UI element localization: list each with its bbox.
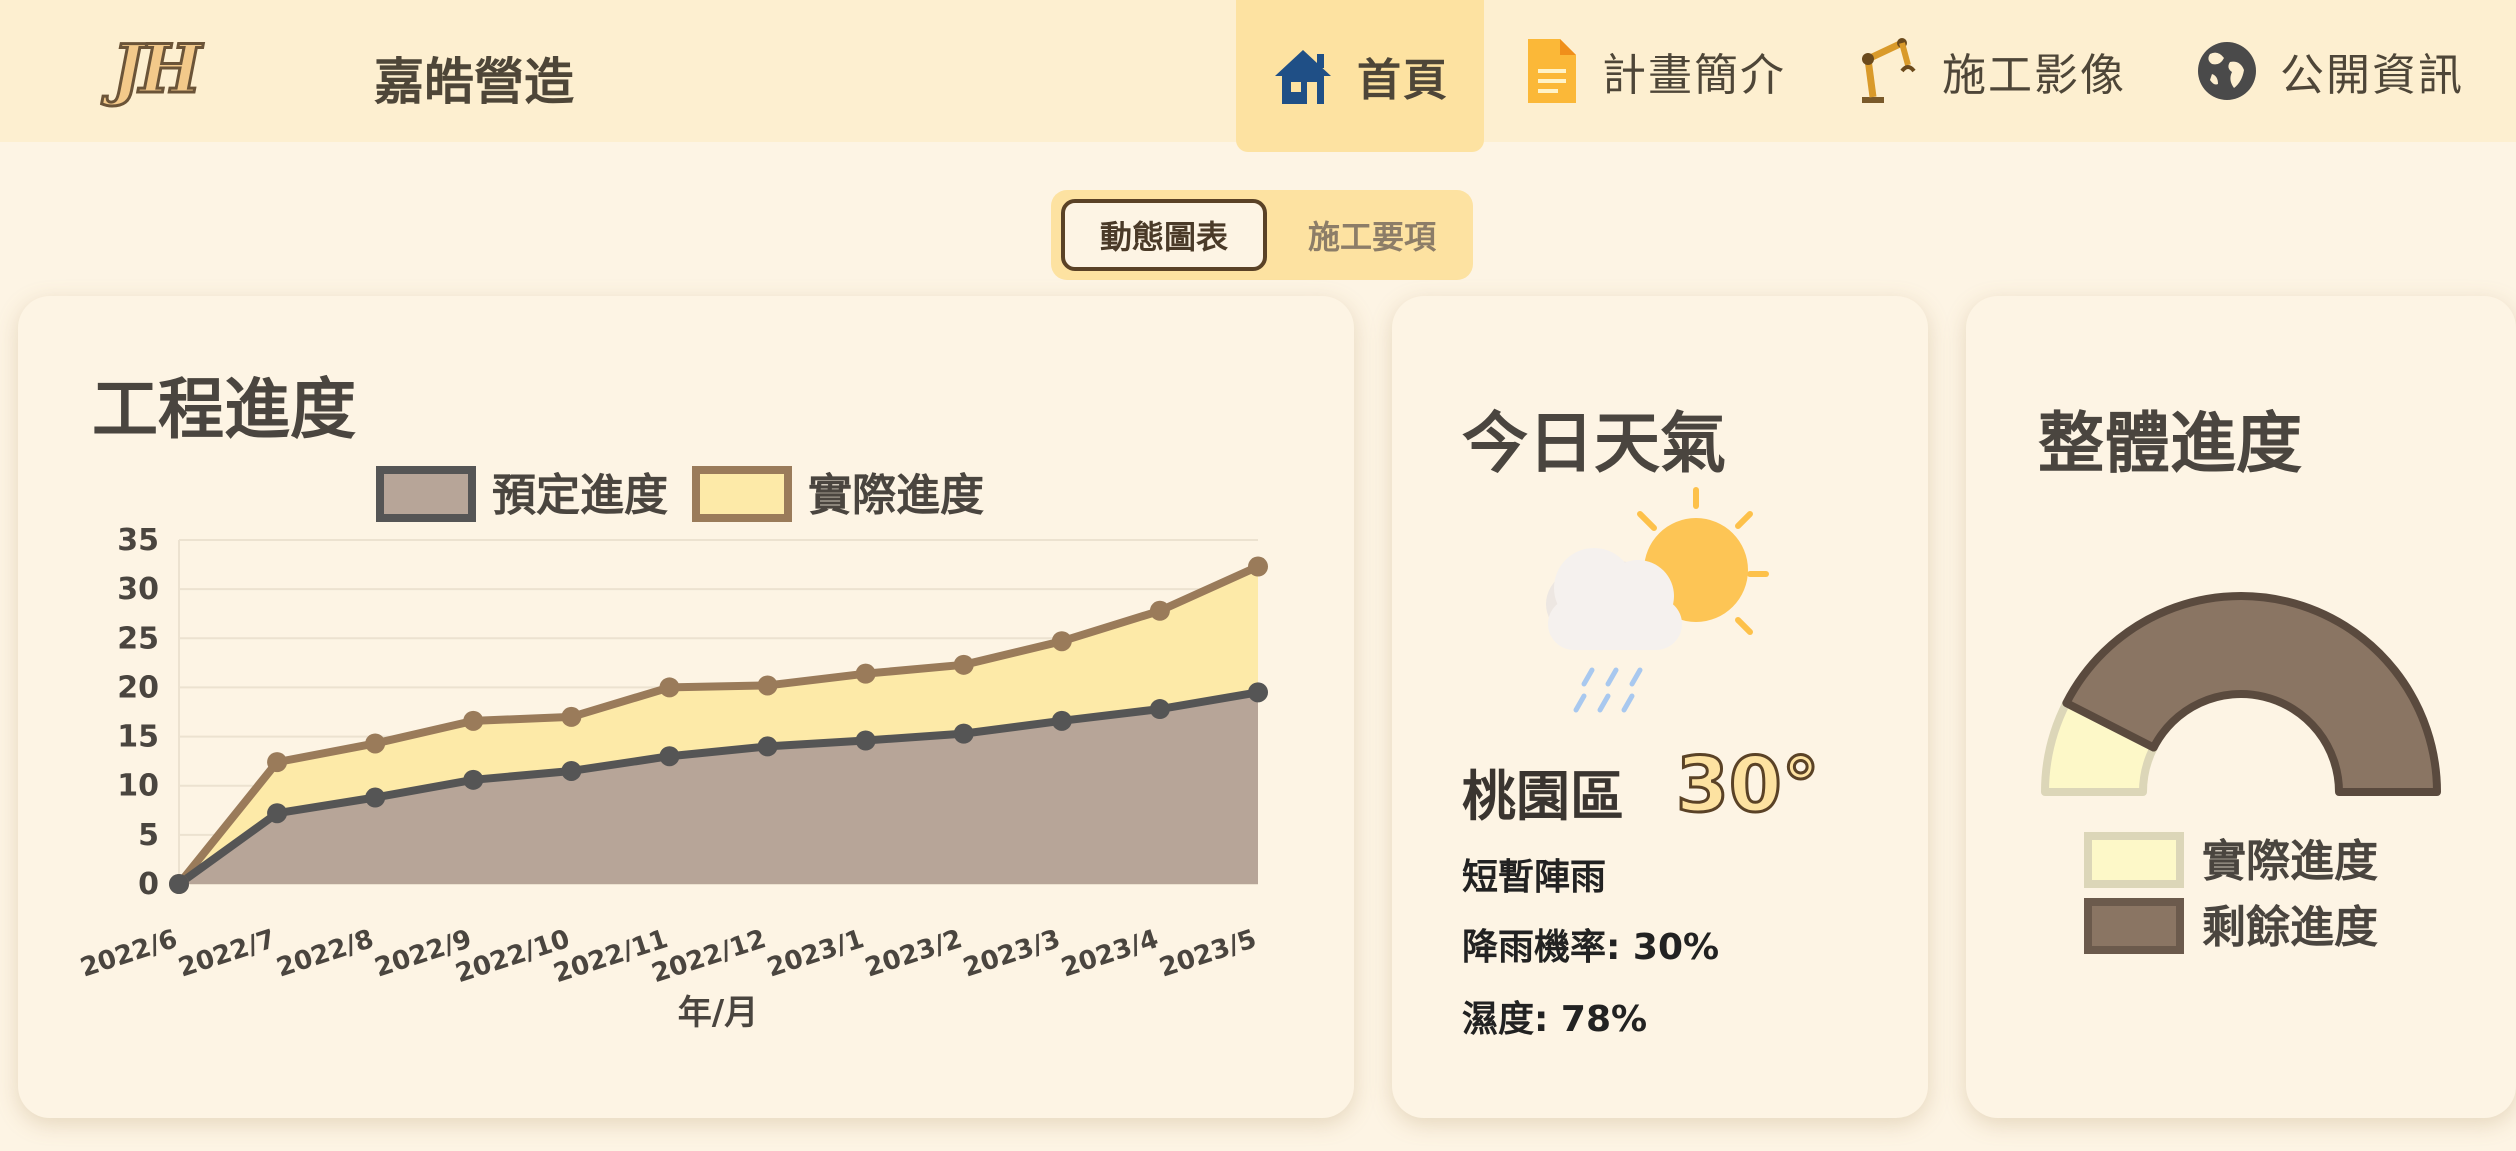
x-tick-label: 2023/2 bbox=[862, 924, 966, 983]
point-planned bbox=[561, 760, 582, 781]
y-tick-label: 30 bbox=[117, 572, 159, 607]
globe-icon bbox=[2198, 42, 2256, 100]
point-actual bbox=[1248, 556, 1268, 577]
point-planned bbox=[659, 746, 680, 767]
y-tick-label: 20 bbox=[117, 670, 159, 705]
progress-chart: 預定進度 實際進度 051015202530352022/62022/72022/… bbox=[77, 466, 1268, 1033]
legend-label-planned: 預定進度 bbox=[492, 470, 668, 521]
point-planned bbox=[169, 874, 189, 894]
legend-label-actual: 實際進度 bbox=[808, 470, 984, 521]
legend-label-remaining: 剩餘進度 bbox=[2202, 902, 2378, 953]
point-actual bbox=[855, 663, 876, 684]
weather-card-title: 今日天氣 bbox=[1462, 405, 1726, 482]
line-actual bbox=[175, 562, 1260, 887]
legend-swatch-actual bbox=[692, 466, 792, 522]
progress-card-title: 工程進度 bbox=[92, 371, 356, 448]
view-toggle: 動態圖表 施工要項 bbox=[1051, 190, 1473, 280]
point-planned bbox=[463, 769, 484, 790]
point-actual bbox=[953, 654, 974, 675]
point-planned bbox=[1149, 699, 1170, 720]
legend-swatch-actual bbox=[2084, 832, 2184, 888]
y-tick-label: 5 bbox=[138, 818, 159, 853]
nav-label-public-info: 公開資訊 bbox=[2280, 50, 2464, 101]
point-planned bbox=[757, 736, 778, 757]
weather-condition: 短暫陣雨 bbox=[1462, 857, 1607, 898]
x-tick-label: 2023/3 bbox=[960, 924, 1064, 983]
overall-card bbox=[1966, 296, 2516, 1118]
x-tick-label: 2023/1 bbox=[763, 924, 867, 983]
point-planned bbox=[365, 787, 386, 808]
x-tick-label: 2023/5 bbox=[1156, 924, 1260, 983]
gauge-segment-remaining bbox=[2062, 592, 2441, 796]
point-actual bbox=[757, 675, 778, 696]
gauge-legend: 實際進度 剩餘進度 bbox=[2084, 832, 2378, 954]
document-icon bbox=[1528, 39, 1576, 103]
point-planned bbox=[1051, 710, 1072, 731]
x-tick-label: 2022/12 bbox=[648, 924, 770, 989]
area-planned bbox=[179, 692, 1258, 884]
point-planned bbox=[267, 803, 288, 824]
weather-card bbox=[1392, 296, 1928, 1118]
point-planned bbox=[953, 723, 974, 744]
top-nav-bar: JH 嘉皓營造 首頁 計畫簡介 施工影像 bbox=[0, 0, 2516, 152]
tab-dynamic-chart[interactable]: 動態圖表 bbox=[1061, 199, 1267, 271]
weather-location: 桃園區 bbox=[1462, 765, 1624, 828]
legend-label-actual: 實際進度 bbox=[2202, 836, 2378, 887]
weather-humidity: 濕度: 78% bbox=[1462, 999, 1648, 1040]
point-planned bbox=[1248, 682, 1268, 703]
nav-item-photos[interactable]: 施工影像 bbox=[1856, 0, 2126, 142]
company-logo[interactable]: JH bbox=[111, 29, 204, 110]
point-actual bbox=[561, 706, 582, 727]
y-tick-label: 35 bbox=[117, 523, 159, 558]
legend-swatch-remaining bbox=[2084, 898, 2184, 954]
point-actual bbox=[1149, 600, 1170, 621]
y-tick-label: 0 bbox=[138, 867, 159, 902]
point-actual bbox=[1051, 631, 1072, 652]
line-planned bbox=[176, 688, 1259, 888]
x-tick-label: 2022/6 bbox=[77, 924, 181, 983]
point-actual bbox=[463, 710, 484, 731]
point-actual bbox=[659, 677, 680, 698]
point-planned bbox=[855, 730, 876, 751]
company-name: 嘉皓營造 bbox=[374, 53, 574, 111]
overall-progress-gauge: 實際進度 剩餘進度 bbox=[2041, 592, 2441, 954]
x-tick-label: 2022/7 bbox=[175, 924, 279, 983]
y-tick-label: 10 bbox=[117, 769, 159, 804]
nav-label-home: 首頁 bbox=[1357, 55, 1449, 106]
nav-label-photos: 施工影像 bbox=[1942, 50, 2126, 101]
home-icon bbox=[1275, 50, 1331, 104]
nav-label-plan: 計畫簡介 bbox=[1602, 50, 1786, 101]
x-axis-title: 年/月 bbox=[678, 993, 758, 1033]
x-tick-label: 2023/4 bbox=[1058, 924, 1162, 983]
nav-item-public-info[interactable]: 公開資訊 bbox=[2196, 0, 2464, 142]
weather-rain-chance: 降雨機率: 30% bbox=[1462, 927, 1720, 968]
overall-card-title: 整體進度 bbox=[2038, 405, 2302, 482]
nav-item-home[interactable]: 首頁 bbox=[1236, 0, 1484, 152]
robot-arm-icon bbox=[1862, 38, 1916, 103]
x-tick-label: 2022/8 bbox=[273, 924, 377, 983]
point-actual bbox=[267, 752, 288, 773]
point-actual bbox=[365, 733, 386, 754]
weather-temperature: 30° bbox=[1675, 739, 1822, 831]
y-tick-label: 25 bbox=[117, 621, 159, 656]
tab-construction-items[interactable]: 施工要項 bbox=[1307, 218, 1436, 256]
y-tick-label: 15 bbox=[117, 720, 159, 755]
nav-item-plan[interactable]: 計畫簡介 bbox=[1524, 0, 1786, 142]
sun-cloud-rain-icon bbox=[1546, 487, 1769, 713]
legend-swatch-planned bbox=[376, 466, 476, 522]
